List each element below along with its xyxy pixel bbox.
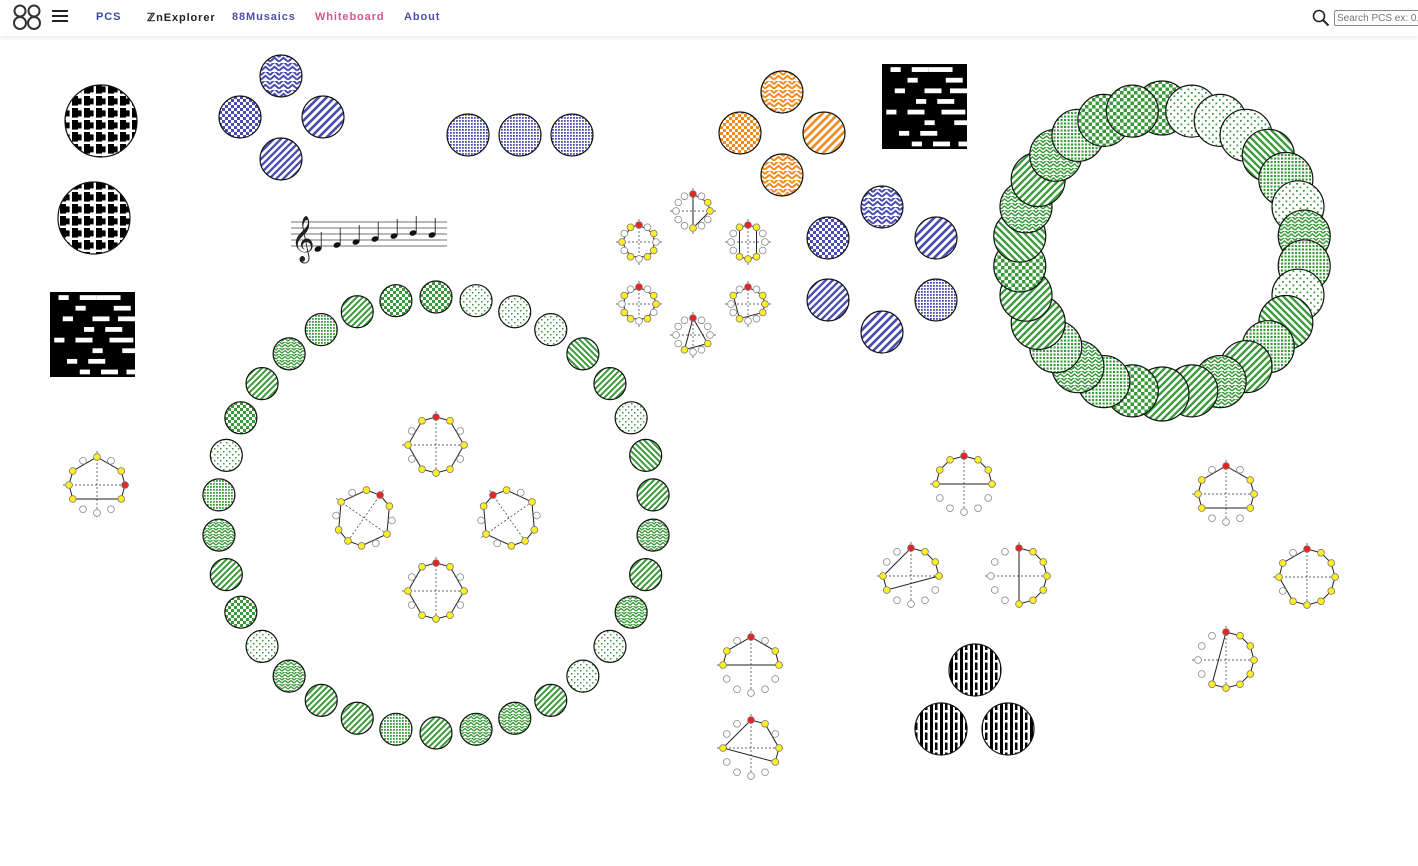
nav-pcs[interactable]: PCS <box>96 11 122 23</box>
hamburger-menu-icon[interactable] <box>52 10 68 24</box>
musaic-orange[interactable] <box>718 111 762 155</box>
musaic-green[interactable] <box>629 558 663 592</box>
musaic-black[interactable] <box>981 702 1035 756</box>
nav-whiteboard[interactable]: Whiteboard <box>315 11 385 23</box>
musaic-green[interactable] <box>566 659 600 693</box>
musaic-blue[interactable] <box>301 95 345 139</box>
musaic-green[interactable] <box>534 313 568 347</box>
musaic-green[interactable] <box>340 701 374 735</box>
musaic-orange[interactable] <box>802 111 846 155</box>
musaic-blue[interactable] <box>259 54 303 98</box>
musaic-green[interactable] <box>614 595 648 629</box>
musaic-green[interactable] <box>614 401 648 435</box>
musaic-green[interactable] <box>224 595 258 629</box>
musaic-green[interactable] <box>202 478 236 512</box>
musaic-black[interactable] <box>64 84 138 158</box>
pcs-clock[interactable] <box>616 219 662 265</box>
pcs-clock[interactable] <box>930 450 998 518</box>
nav-88musaics[interactable]: 88Musaics <box>232 11 296 23</box>
tile-square[interactable] <box>882 64 983 149</box>
logo-icon[interactable] <box>12 4 42 30</box>
musaic-green[interactable] <box>379 284 413 318</box>
musaic-green[interactable] <box>566 337 600 371</box>
search-input[interactable] <box>1334 10 1418 26</box>
pcs-clock[interactable] <box>402 411 470 479</box>
svg-text:𝄞: 𝄞 <box>291 216 315 264</box>
tile-square[interactable] <box>50 292 151 377</box>
musaic-green[interactable] <box>593 367 627 401</box>
pcs-clock[interactable] <box>1273 543 1341 611</box>
musaic-green[interactable] <box>272 337 306 371</box>
pcs-clock[interactable] <box>877 542 945 610</box>
musaic-green[interactable] <box>419 280 453 314</box>
pcs-clock[interactable] <box>670 312 716 358</box>
musaic-blue[interactable] <box>498 113 542 157</box>
musaic-green[interactable] <box>272 659 306 693</box>
musaic-green[interactable] <box>209 438 243 472</box>
musaic-orange[interactable] <box>760 153 804 197</box>
pcs-clock[interactable] <box>1192 460 1260 528</box>
pcs-clock[interactable] <box>717 631 785 699</box>
musaic-black[interactable] <box>914 702 968 756</box>
musaic-green[interactable] <box>202 518 236 552</box>
musaic-green[interactable] <box>459 284 493 318</box>
nav-about[interactable]: About <box>404 11 441 23</box>
musaic-green[interactable] <box>224 401 258 435</box>
musaic-green[interactable] <box>636 478 670 512</box>
pcs-clock[interactable] <box>462 471 557 566</box>
musaic-black[interactable] <box>948 643 1002 697</box>
musaic-green[interactable] <box>304 313 338 347</box>
musaic-green[interactable] <box>593 629 627 663</box>
musaic-green[interactable] <box>245 367 279 401</box>
musaic-green[interactable] <box>304 683 338 717</box>
musaic-blue[interactable] <box>550 113 594 157</box>
pcs-clock[interactable] <box>402 557 470 625</box>
musaic-blue[interactable] <box>806 216 850 260</box>
musaic-blue[interactable] <box>259 137 303 181</box>
musaic-green[interactable] <box>1105 84 1159 138</box>
musaic-blue[interactable] <box>860 185 904 229</box>
musaic-blue[interactable] <box>446 113 490 157</box>
musaic-green[interactable] <box>209 558 243 592</box>
musaic-blue[interactable] <box>806 278 850 322</box>
musaic-blue[interactable] <box>914 216 958 260</box>
pcs-clock[interactable] <box>317 471 412 566</box>
pcs-clock[interactable] <box>1192 626 1260 694</box>
musaic-orange[interactable] <box>760 70 804 114</box>
musaic-blue[interactable] <box>218 95 262 139</box>
pcs-clock[interactable] <box>616 281 662 327</box>
pcs-clock[interactable] <box>717 714 785 782</box>
musaic-green[interactable] <box>459 712 493 746</box>
pcs-clock[interactable] <box>725 281 771 327</box>
musaic-black[interactable] <box>57 181 131 255</box>
musaic-green[interactable] <box>534 683 568 717</box>
nav-znexplorer[interactable]: ℤnExplorer <box>147 12 216 24</box>
musaic-green[interactable] <box>340 295 374 329</box>
musaic-blue[interactable] <box>914 278 958 322</box>
pcs-clock[interactable] <box>63 451 131 519</box>
musaic-green[interactable] <box>636 518 670 552</box>
musaic-green[interactable] <box>629 438 663 472</box>
musaic-green[interactable] <box>498 701 532 735</box>
score-staff[interactable]: 𝄞 <box>291 216 447 264</box>
pcs-clock[interactable] <box>725 219 771 265</box>
musaic-green[interactable] <box>498 295 532 329</box>
top-navbar: PCS ℤnExplorer 88Musaics Whiteboard Abou… <box>0 0 1418 36</box>
pcs-clock[interactable] <box>985 542 1053 610</box>
pcs-clock[interactable] <box>670 188 716 234</box>
musaic-blue[interactable] <box>860 310 904 354</box>
search-icon[interactable] <box>1312 9 1330 27</box>
musaic-green[interactable] <box>379 712 413 746</box>
musaic-green[interactable] <box>419 716 453 750</box>
musaic-green[interactable] <box>245 629 279 663</box>
